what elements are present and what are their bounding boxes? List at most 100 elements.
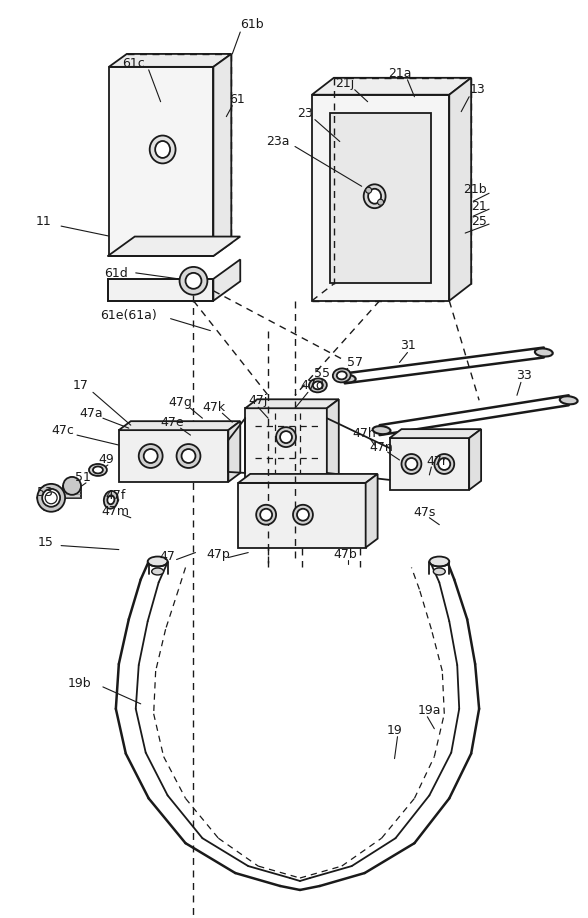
Circle shape — [45, 492, 57, 504]
Circle shape — [297, 509, 309, 521]
Text: 25: 25 — [471, 215, 487, 228]
Polygon shape — [330, 113, 432, 283]
Text: 21j: 21j — [335, 77, 355, 90]
Ellipse shape — [89, 464, 107, 476]
Ellipse shape — [104, 491, 118, 509]
Ellipse shape — [337, 372, 347, 379]
Circle shape — [143, 449, 158, 463]
Polygon shape — [389, 438, 469, 490]
Text: 19a: 19a — [417, 704, 441, 717]
Ellipse shape — [148, 556, 168, 566]
Text: 47: 47 — [160, 550, 176, 563]
Polygon shape — [63, 486, 81, 498]
Circle shape — [256, 505, 276, 525]
Circle shape — [186, 273, 202, 289]
Text: 53: 53 — [37, 487, 53, 499]
Ellipse shape — [155, 141, 170, 158]
Text: 47g: 47g — [169, 396, 192, 409]
Circle shape — [42, 489, 60, 507]
Circle shape — [438, 458, 450, 470]
Text: 47s: 47s — [413, 506, 436, 520]
Circle shape — [179, 267, 208, 295]
Text: 55: 55 — [314, 367, 330, 380]
Circle shape — [276, 427, 296, 447]
Polygon shape — [366, 474, 377, 547]
Text: 21a: 21a — [387, 67, 411, 81]
Polygon shape — [238, 483, 366, 547]
Ellipse shape — [152, 568, 163, 575]
Text: 47j: 47j — [249, 394, 268, 407]
Polygon shape — [108, 279, 213, 301]
Ellipse shape — [150, 136, 176, 163]
Circle shape — [63, 477, 81, 495]
Ellipse shape — [429, 556, 449, 566]
Text: 23: 23 — [297, 107, 313, 120]
Circle shape — [176, 444, 201, 468]
Polygon shape — [469, 429, 481, 490]
Polygon shape — [245, 399, 339, 409]
Circle shape — [280, 431, 292, 443]
Ellipse shape — [333, 368, 350, 383]
Polygon shape — [312, 95, 449, 301]
Ellipse shape — [309, 378, 327, 392]
Text: 47e: 47e — [161, 416, 185, 429]
Text: 47p: 47p — [206, 548, 230, 561]
Text: 61b: 61b — [240, 17, 264, 30]
Text: 47c: 47c — [52, 423, 75, 437]
Polygon shape — [109, 54, 231, 67]
Text: 31: 31 — [400, 339, 415, 352]
Text: 47f: 47f — [106, 489, 126, 502]
Polygon shape — [389, 429, 481, 438]
Text: 57: 57 — [347, 356, 363, 369]
Text: 17: 17 — [73, 379, 89, 392]
Circle shape — [293, 505, 313, 525]
Circle shape — [366, 187, 372, 194]
Circle shape — [377, 199, 383, 206]
Circle shape — [406, 458, 417, 470]
Ellipse shape — [93, 466, 103, 474]
Text: 61c: 61c — [122, 58, 145, 71]
Text: 61: 61 — [229, 94, 245, 106]
Text: 47r: 47r — [427, 455, 448, 468]
Circle shape — [435, 454, 455, 474]
Ellipse shape — [313, 381, 323, 389]
Polygon shape — [119, 431, 228, 482]
Text: 33: 33 — [516, 369, 532, 382]
Text: 61e(61a): 61e(61a) — [101, 309, 157, 322]
Circle shape — [402, 454, 422, 474]
Polygon shape — [108, 237, 240, 256]
Text: 47d: 47d — [300, 379, 324, 392]
Text: 21: 21 — [471, 200, 487, 213]
Polygon shape — [245, 409, 327, 483]
Circle shape — [139, 444, 163, 468]
Polygon shape — [37, 486, 65, 509]
Polygon shape — [312, 78, 471, 95]
Circle shape — [182, 449, 195, 463]
Text: 19: 19 — [387, 724, 402, 737]
Text: 47h: 47h — [353, 427, 376, 440]
Text: 51: 51 — [75, 472, 91, 485]
Circle shape — [260, 509, 272, 521]
Polygon shape — [213, 260, 240, 301]
Text: 19b: 19b — [67, 677, 91, 690]
Polygon shape — [228, 421, 240, 482]
Text: 49: 49 — [98, 453, 113, 466]
Polygon shape — [449, 78, 471, 301]
Text: 21b: 21b — [463, 183, 487, 196]
Ellipse shape — [368, 189, 381, 204]
Text: 47n: 47n — [370, 441, 393, 453]
Polygon shape — [109, 67, 213, 256]
Ellipse shape — [535, 349, 553, 356]
Text: 13: 13 — [469, 84, 485, 96]
Text: 15: 15 — [37, 536, 53, 549]
Polygon shape — [238, 474, 377, 483]
Polygon shape — [327, 399, 339, 483]
Circle shape — [37, 484, 65, 511]
Ellipse shape — [338, 375, 356, 383]
Ellipse shape — [433, 568, 445, 575]
Text: 11: 11 — [35, 215, 51, 228]
Text: 61d: 61d — [104, 267, 128, 280]
Text: 47b: 47b — [333, 548, 357, 561]
Text: 47a: 47a — [79, 407, 103, 420]
Ellipse shape — [363, 185, 386, 208]
